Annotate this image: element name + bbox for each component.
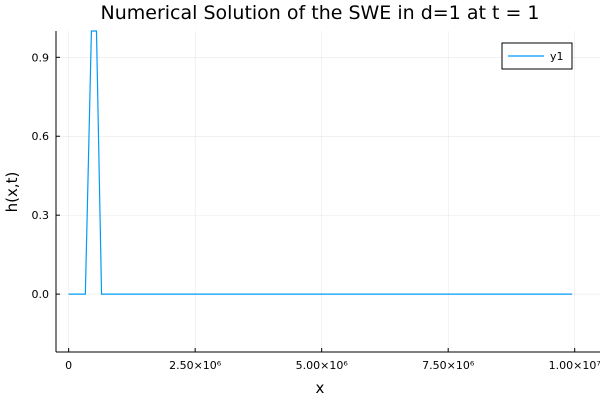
series-line-y1 [68,30,573,295]
y-tick-label: 0.6 [32,130,50,143]
legend-label: y1 [550,50,564,63]
x-tick-label: 2.50×10⁶ [169,359,222,372]
y-axis-label: h(x,t) [3,172,21,213]
x-tick-label: 1.00×10⁷ [549,359,600,372]
x-tick-label: 5.00×10⁶ [296,359,349,372]
y-tick-label: 0.3 [32,209,50,222]
chart-title: Numerical Solution of the SWE in d=1 at … [101,2,540,24]
y-tick-label: 0.9 [32,51,50,64]
x-axis-label: x [316,379,325,397]
x-tick-label: 7.50×10⁶ [422,359,475,372]
y-tick-label: 0.0 [32,288,50,301]
x-tick-label: 0 [65,359,72,372]
